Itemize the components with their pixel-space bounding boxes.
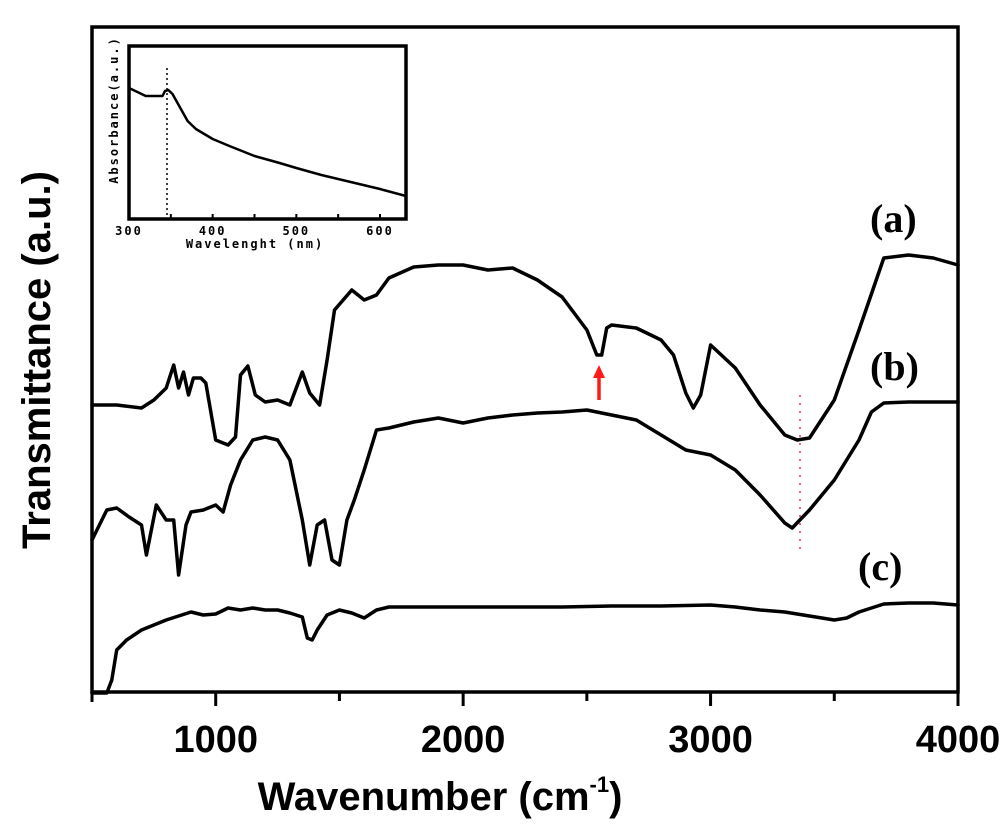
series-label-a: (a) [870, 196, 917, 241]
inset-x-tick-label: 600 [366, 224, 394, 238]
x-axis-ticks [90, 692, 960, 706]
inset-x-tick-label: 400 [199, 224, 227, 238]
curve-c [90, 601, 960, 695]
series-label-b: (b) [870, 344, 919, 389]
curve-a [90, 253, 960, 447]
x-tick-label: 3000 [668, 719, 753, 761]
series-label-c: (c) [858, 544, 902, 589]
inset-x-tick-label: 500 [282, 224, 310, 238]
red-arrow-annotation [593, 365, 605, 400]
inset-frame [127, 44, 408, 221]
inset-plot: 300 400 500 600 Wavelenght (nm) Absorbance(… [107, 36, 408, 251]
x-tick-label: 2000 [421, 719, 506, 761]
y-axis-title: Transmittance (a.u.) [15, 171, 59, 549]
inset-absorbance-curve [128, 86, 407, 198]
inset-curve-line [128, 86, 407, 198]
plot-frame [90, 25, 960, 694]
curve-b [90, 400, 960, 577]
x-tick-label: 4000 [916, 719, 1000, 761]
inset-y-axis-title: Absorbance(a.u.) [107, 36, 121, 184]
spectra-curves [90, 253, 960, 695]
inset-x-ticks [128, 214, 381, 219]
main-plot: 1000 2000 3000 4000 Wavenumber (cm-1) Trans… [15, 25, 1000, 819]
inset-x-tick-labels: 300 400 500 600 [115, 224, 394, 238]
x-tick-label: 1000 [173, 719, 258, 761]
x-axis-title: Wavenumber (cm-1) [258, 772, 623, 819]
inset-x-tick-label: 300 [115, 224, 143, 238]
x-axis-tick-labels: 1000 2000 3000 4000 [173, 719, 1000, 761]
inset-x-axis-title: Wavelenght (nm) [186, 237, 324, 251]
